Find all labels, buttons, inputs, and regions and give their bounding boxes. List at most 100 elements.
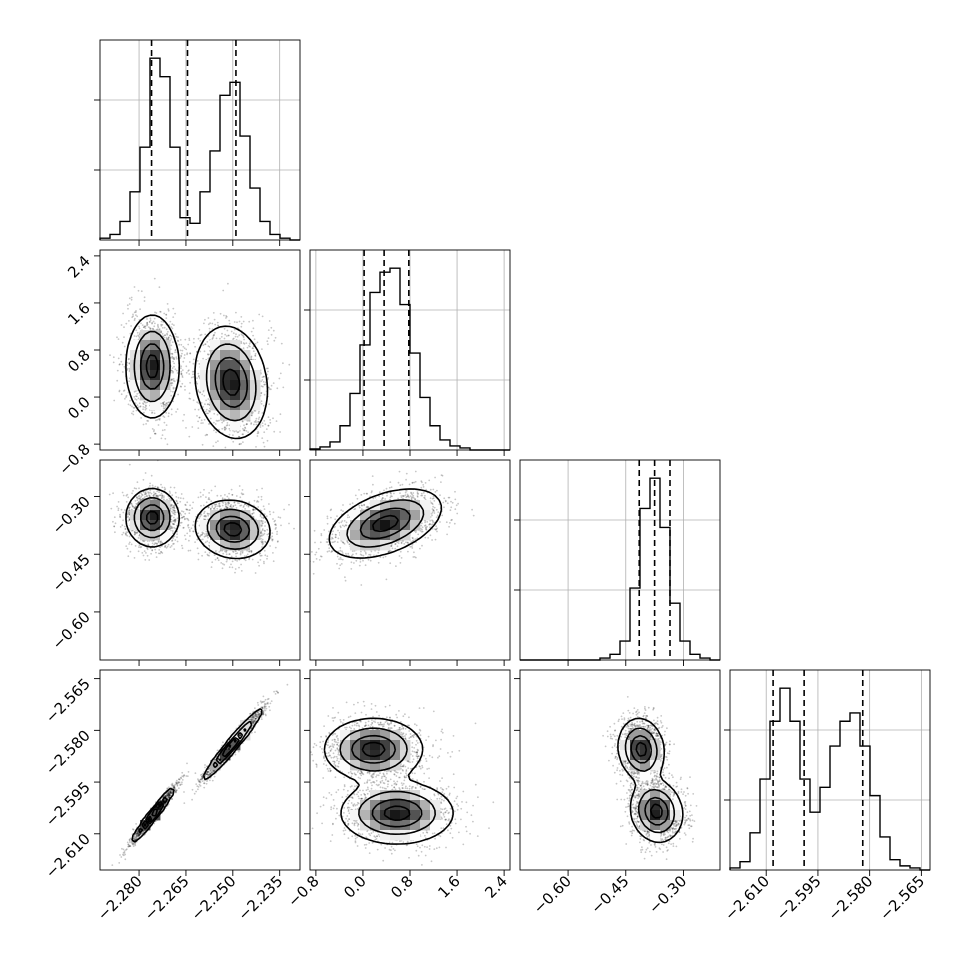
sample-point	[146, 322, 149, 324]
sample-point	[226, 329, 229, 332]
sample-point	[221, 421, 224, 424]
sample-point	[266, 533, 269, 536]
sample-point	[173, 520, 176, 523]
sample-point	[252, 508, 255, 511]
sample-point	[200, 422, 203, 424]
sample-point	[234, 571, 236, 574]
sample-point	[262, 385, 264, 388]
sample-point	[172, 523, 175, 526]
sample-point	[256, 341, 259, 344]
sample-point	[130, 296, 133, 299]
sample-point	[138, 544, 141, 547]
sample-point	[266, 340, 269, 343]
sample-point	[170, 520, 173, 523]
sample-point	[181, 376, 184, 378]
sample-point	[162, 335, 165, 337]
sample-point	[198, 524, 201, 527]
sample-point	[223, 314, 225, 317]
sample-point	[172, 370, 175, 373]
sample-point	[223, 429, 226, 431]
sample-point	[228, 433, 231, 436]
sample-point	[205, 496, 207, 498]
sample-point	[161, 495, 164, 497]
sample-point	[230, 488, 233, 491]
sample-point	[236, 321, 238, 324]
sample-point	[164, 546, 166, 548]
sample-point	[160, 551, 163, 553]
density-cell	[140, 340, 151, 351]
sample-point	[213, 318, 216, 321]
sample-point	[174, 527, 177, 530]
sample-point	[259, 552, 262, 554]
sample-point	[137, 289, 140, 292]
sample-point	[208, 327, 211, 330]
sample-point	[188, 539, 190, 542]
sample-point	[122, 511, 125, 514]
sample-point	[113, 525, 116, 528]
sample-point	[144, 406, 147, 409]
sample-point	[179, 357, 182, 359]
sample-point	[125, 534, 127, 536]
sample-point	[146, 540, 149, 542]
sample-point	[133, 487, 136, 490]
sample-point	[134, 500, 137, 502]
sample-point	[247, 431, 250, 433]
sample-point	[233, 321, 236, 323]
sample-point	[142, 402, 144, 405]
sample-point	[154, 432, 156, 435]
sample-point	[139, 546, 142, 549]
density-cell	[250, 360, 261, 371]
sample-point	[172, 378, 175, 380]
sample-point	[232, 434, 234, 437]
sample-point	[141, 552, 144, 554]
sample-point	[120, 508, 123, 511]
density-cell	[220, 390, 231, 401]
sample-point	[157, 325, 159, 327]
sample-point	[235, 311, 237, 314]
sample-point	[250, 412, 253, 414]
sample-point	[242, 342, 245, 344]
sample-point	[153, 429, 156, 431]
sample-point	[113, 525, 116, 528]
sample-point	[182, 345, 185, 348]
sample-point	[132, 313, 134, 316]
sample-point	[205, 533, 208, 536]
sample-point	[155, 312, 158, 314]
sample-point	[176, 517, 179, 520]
sample-point	[167, 309, 170, 312]
hist-frame-0	[99, 39, 301, 241]
sample-point	[216, 413, 219, 416]
sample-point	[202, 494, 205, 496]
sample-point	[130, 543, 133, 546]
sample-point	[157, 541, 160, 544]
sample-point	[155, 494, 158, 497]
sample-point	[172, 509, 174, 511]
sample-point	[241, 420, 244, 422]
sample-point	[149, 491, 152, 494]
sample-point	[197, 402, 200, 404]
sample-point	[143, 300, 146, 302]
sample-point	[133, 533, 136, 536]
sample-point	[147, 420, 150, 422]
sample-point	[135, 398, 138, 401]
sample-point	[240, 316, 243, 318]
sample-point	[270, 326, 273, 329]
sample-point	[164, 334, 167, 337]
sample-point	[263, 383, 266, 386]
sample-point	[172, 512, 174, 514]
sample-point	[262, 517, 265, 519]
sample-point	[164, 545, 167, 548]
sample-point	[261, 376, 264, 379]
sample-point	[230, 330, 233, 333]
sample-point	[170, 408, 173, 411]
sample-point	[129, 550, 132, 553]
sample-point	[243, 343, 246, 345]
density-cell	[220, 380, 231, 391]
sample-point	[244, 503, 247, 506]
sample-point	[207, 554, 209, 557]
sample-point	[145, 552, 147, 554]
sample-point	[260, 540, 263, 542]
sample-point	[175, 356, 178, 358]
sample-point	[126, 513, 129, 515]
sample-point	[171, 353, 174, 355]
